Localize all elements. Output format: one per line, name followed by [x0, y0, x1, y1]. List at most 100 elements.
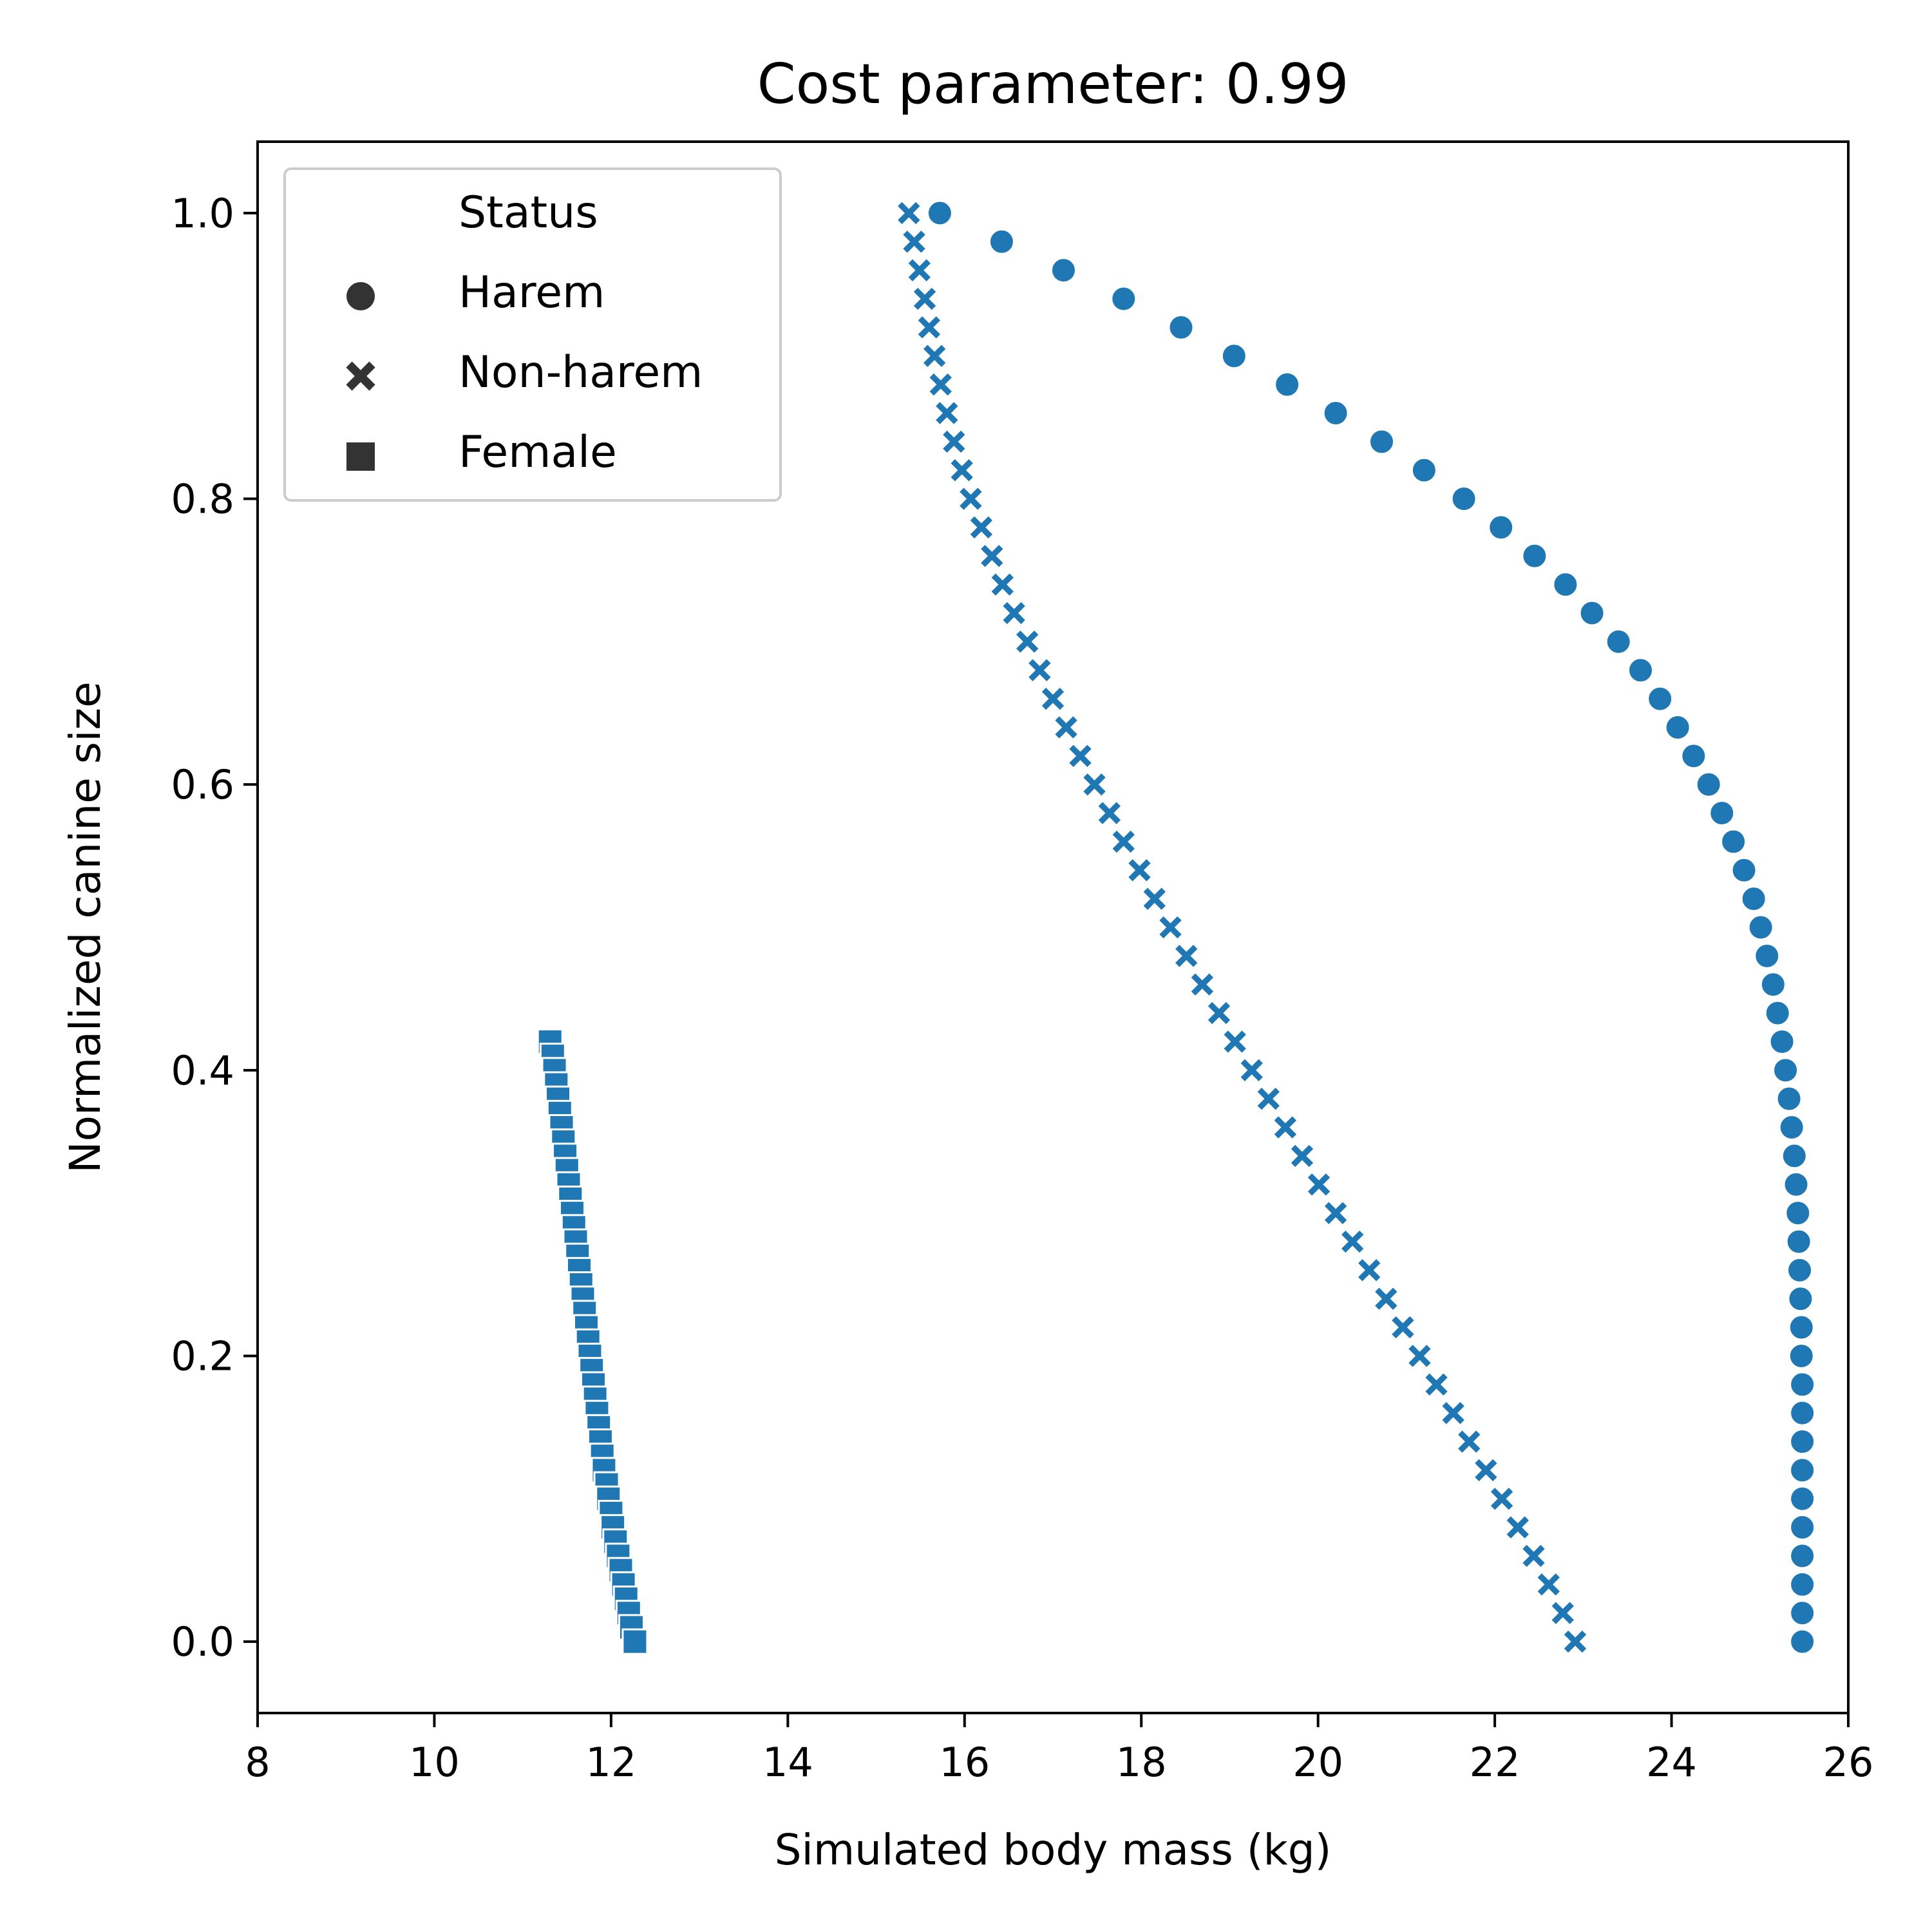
data-point — [1521, 542, 1548, 569]
data-point — [951, 459, 973, 482]
y-tick-label: 0.8 — [171, 476, 234, 523]
y-axis-label: Normalized canine size — [61, 681, 110, 1173]
data-point — [1787, 1285, 1814, 1312]
legend-marker-x-icon — [346, 361, 375, 391]
data-point — [1785, 1228, 1812, 1255]
data-point — [991, 573, 1014, 596]
x-tick-label: 24 — [1646, 1739, 1697, 1786]
data-point — [1789, 1457, 1816, 1484]
data-point — [1220, 343, 1247, 370]
data-point — [1788, 1314, 1815, 1341]
y-tick-label: 0.0 — [171, 1618, 234, 1665]
data-point — [1776, 1085, 1803, 1112]
y-tick-label: 0.6 — [171, 761, 234, 808]
data-point — [1055, 716, 1077, 739]
data-point — [1490, 1488, 1513, 1510]
data-point — [1041, 687, 1065, 710]
series-female — [536, 1028, 649, 1655]
x-tick-label: 16 — [939, 1739, 990, 1786]
data-point — [1450, 486, 1477, 513]
data-point — [1786, 1256, 1814, 1283]
data-point — [1257, 1087, 1280, 1110]
data-point — [981, 545, 1003, 567]
y-tick-label: 0.2 — [171, 1332, 234, 1379]
data-point — [1475, 1459, 1497, 1482]
data-point — [1410, 457, 1437, 484]
data-point — [1208, 1001, 1231, 1025]
data-point — [1442, 1401, 1464, 1425]
data-point — [923, 345, 946, 367]
data-point — [936, 402, 958, 424]
data-point — [1016, 630, 1039, 653]
data-point — [903, 231, 925, 253]
data-point — [1358, 1259, 1381, 1282]
data-point — [1578, 600, 1605, 627]
legend-frame — [283, 167, 782, 502]
data-point — [1003, 601, 1025, 625]
data-point — [929, 373, 952, 396]
data-point — [1408, 1345, 1431, 1367]
data-point — [1506, 1516, 1529, 1539]
legend-title: Status — [459, 187, 598, 238]
data-point — [1789, 1399, 1816, 1426]
data-point — [1458, 1430, 1481, 1453]
data-point — [1764, 999, 1791, 1027]
data-point — [1522, 1544, 1545, 1567]
data-point — [1112, 830, 1135, 853]
y-tick-label: 0.4 — [171, 1047, 234, 1094]
plot-area — [536, 200, 1816, 1655]
data-point — [1375, 1287, 1397, 1310]
data-point — [1785, 1200, 1812, 1227]
data-point — [1110, 285, 1137, 312]
data-point — [1274, 1116, 1297, 1139]
y-tick-label: 1.0 — [171, 190, 234, 237]
data-point — [1175, 945, 1198, 967]
data-point — [1128, 859, 1151, 882]
data-point — [1028, 659, 1051, 681]
data-point — [1168, 314, 1195, 341]
data-point — [1324, 1202, 1347, 1224]
data-point — [1392, 1316, 1414, 1339]
data-point — [1789, 1600, 1816, 1627]
data-point — [1098, 802, 1121, 824]
data-point — [926, 200, 953, 227]
x-tick-label: 20 — [1293, 1739, 1343, 1786]
x-tick-label: 14 — [762, 1739, 813, 1786]
x-tick-label: 12 — [585, 1739, 636, 1786]
data-point — [1709, 800, 1736, 827]
data-point — [913, 287, 936, 310]
data-point — [1783, 1171, 1810, 1198]
data-point — [1754, 942, 1781, 969]
data-point — [1341, 1230, 1364, 1253]
x-tick-label: 22 — [1470, 1739, 1520, 1786]
data-point — [970, 516, 993, 539]
data-point — [1772, 1057, 1799, 1084]
data-point — [1720, 828, 1747, 855]
data-point — [1789, 1628, 1816, 1655]
data-point — [1274, 371, 1301, 398]
data-point — [1740, 886, 1767, 913]
data-point — [1069, 744, 1092, 768]
legend-label-non-harem: Non-harem — [459, 347, 703, 398]
data-point — [1307, 1173, 1331, 1196]
x-tick-label: 10 — [409, 1739, 460, 1786]
series-non-harem — [898, 202, 1587, 1653]
data-point — [1564, 1630, 1587, 1653]
data-point — [918, 316, 941, 339]
data-point — [1664, 714, 1691, 741]
legend-marker-square-icon — [346, 442, 375, 471]
data-point — [908, 259, 931, 281]
data-point — [1789, 1485, 1816, 1512]
x-axis-label: Simulated body mass (kg) — [775, 1825, 1332, 1875]
x-tick-label: 8 — [245, 1739, 270, 1786]
data-point — [1191, 973, 1214, 996]
data-point — [1789, 1514, 1816, 1541]
data-point — [1730, 857, 1757, 884]
data-point — [1759, 971, 1786, 998]
data-point — [1789, 1542, 1816, 1569]
data-point — [1551, 1602, 1574, 1624]
data-point — [1789, 1428, 1816, 1455]
x-tick-label: 18 — [1116, 1739, 1167, 1786]
data-point — [943, 430, 965, 453]
